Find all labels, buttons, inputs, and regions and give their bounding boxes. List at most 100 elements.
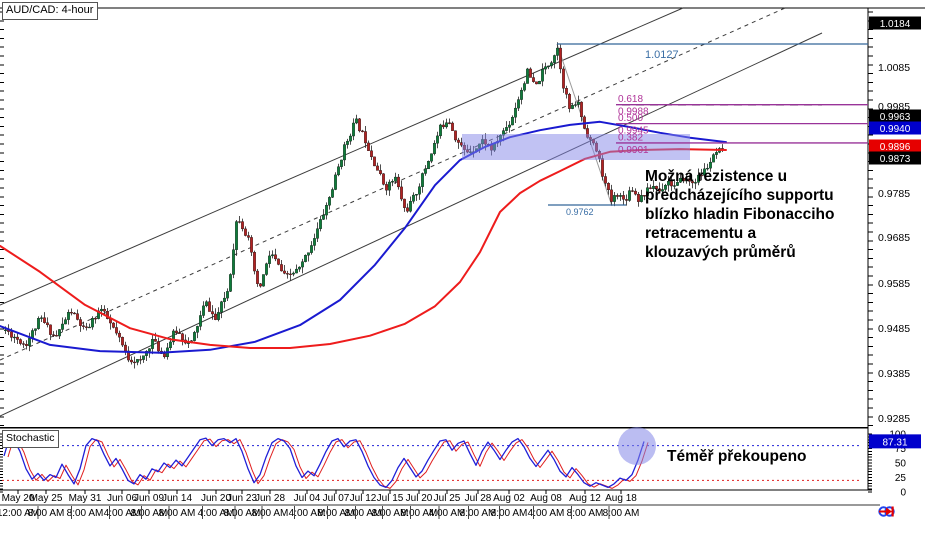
- candle-body: [409, 201, 412, 212]
- candle-body: [685, 178, 688, 182]
- date-label: May 25: [30, 493, 63, 504]
- candle-body: [283, 270, 286, 274]
- time-label: 12:00 AM: [0, 508, 39, 519]
- candle-body: [28, 338, 31, 346]
- candle-body: [76, 313, 79, 320]
- time-label: 8:00 AM: [318, 508, 355, 519]
- candle-body: [421, 173, 424, 187]
- candle-body: [49, 324, 52, 335]
- candle-body: [280, 264, 283, 272]
- candle-body: [43, 317, 46, 323]
- candle-body: [457, 139, 460, 143]
- candle-body: [640, 195, 643, 202]
- overbought-annotation: Téměř překoupeno: [667, 448, 807, 465]
- candle-body: [208, 301, 211, 312]
- candle-body: [328, 197, 331, 206]
- candle-body: [643, 195, 646, 197]
- candle-body: [676, 182, 679, 186]
- candle-body: [10, 331, 13, 338]
- candle-body: [253, 252, 256, 272]
- candle-body: [304, 255, 307, 262]
- time-label: 8:00 AM: [67, 508, 104, 519]
- candle-body: [340, 159, 343, 167]
- price-badge-label: 0.9940: [880, 124, 911, 135]
- candle-body: [157, 341, 160, 352]
- candle-body: [316, 228, 319, 239]
- stoch-value-badge: [869, 434, 921, 449]
- date-label: May 20: [2, 493, 35, 504]
- candle-body: [130, 359, 133, 363]
- candle-body: [112, 322, 115, 328]
- candle-body: [220, 301, 223, 313]
- stoch-scale-label: 25: [895, 473, 907, 484]
- candle-body: [196, 326, 199, 333]
- date-label: Jun 06: [107, 493, 137, 504]
- candle-body: [247, 235, 250, 238]
- time-label: 4:00 AM: [198, 508, 235, 519]
- candle-body: [370, 150, 373, 158]
- candle-body: [649, 187, 652, 189]
- fast-ma-line: [0, 120, 727, 354]
- candle-body: [346, 140, 349, 145]
- candle-body: [115, 327, 118, 334]
- date-label: Jun 14: [162, 493, 192, 504]
- candle-body: [55, 335, 58, 337]
- candle-body: [91, 318, 94, 328]
- candle-body: [85, 326, 88, 328]
- candle-body: [559, 47, 562, 70]
- fib-ratio-label: 0.382: [618, 132, 643, 143]
- candle-body: [310, 245, 313, 253]
- candle-body: [430, 153, 433, 162]
- time-label: 8:00 AM: [567, 508, 604, 519]
- date-label: Jun 09: [134, 493, 164, 504]
- candle-body: [298, 266, 301, 270]
- candle-body: [259, 283, 262, 287]
- candle-body: [568, 94, 571, 109]
- candle-body: [244, 228, 247, 236]
- date-label: Jul 07: [323, 493, 350, 504]
- candle-body: [529, 68, 532, 78]
- candle-body: [526, 68, 529, 84]
- candle-body: [19, 339, 22, 344]
- candle-body: [142, 355, 145, 360]
- stochastic-spike-highlight: [618, 427, 656, 465]
- candle-body: [307, 252, 310, 256]
- date-label: Jun 20: [201, 493, 231, 504]
- candle-body: [352, 122, 355, 137]
- candle-body: [277, 258, 280, 265]
- candle-body: [382, 173, 385, 185]
- candle-body: [37, 318, 40, 329]
- candle-body: [67, 312, 70, 320]
- candle-body: [394, 176, 397, 182]
- candle-body: [73, 312, 76, 315]
- candle-body: [634, 190, 637, 195]
- candle-body: [133, 361, 136, 364]
- candle-body: [442, 124, 445, 128]
- price-level-label: 0.9762: [566, 207, 594, 217]
- candle-body: [532, 77, 535, 82]
- price-badge-label: 0.9963: [880, 112, 911, 123]
- candle-body: [547, 65, 550, 68]
- candle-body: [556, 47, 559, 56]
- candle-body: [637, 193, 640, 202]
- price-axis-label: 0.9285: [878, 413, 910, 425]
- candle-body: [52, 334, 55, 336]
- candle-body: [661, 189, 664, 192]
- candle-body: [541, 68, 544, 82]
- date-label: Jul 20: [406, 493, 433, 504]
- candle-body: [688, 178, 691, 182]
- candle-body: [658, 188, 661, 192]
- candle-body: [70, 312, 73, 314]
- candle-body: [682, 178, 685, 182]
- candle-body: [691, 181, 694, 184]
- stoch-value-label: 87.31: [882, 437, 907, 448]
- candle-body: [175, 330, 178, 333]
- candle-body: [232, 249, 235, 275]
- time-label: 8:00 AM: [345, 508, 382, 519]
- candle-body: [355, 118, 358, 124]
- candle-body: [274, 254, 277, 260]
- price-badge-label: 1.0184: [880, 19, 911, 30]
- candle-body: [169, 341, 172, 349]
- time-label: 4:00 AM: [528, 508, 565, 519]
